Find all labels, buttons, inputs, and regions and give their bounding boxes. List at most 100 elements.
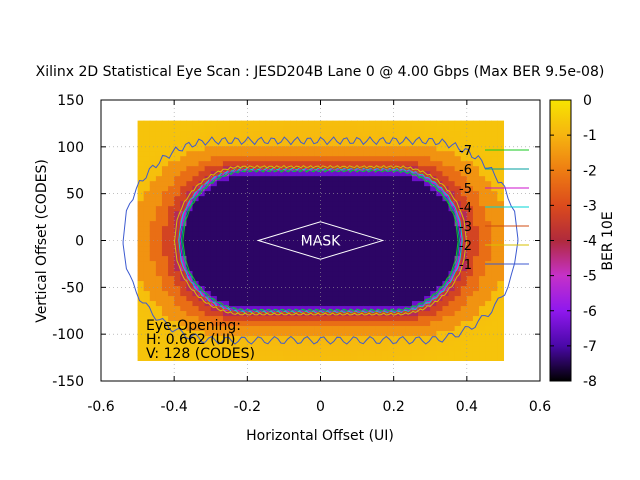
heatmap-cell [168, 295, 175, 302]
heatmap-cell [137, 200, 145, 207]
heatmap-cell [418, 200, 425, 207]
heatmap-cell [216, 280, 224, 287]
heatmap-cell [174, 210, 181, 217]
heatmap-cell [363, 190, 370, 197]
heatmap-cell [442, 125, 450, 132]
heatmap-cell [393, 135, 401, 142]
heatmap-cell [332, 230, 340, 237]
heatmap-cell [149, 275, 157, 282]
heatmap-cell [168, 125, 175, 132]
heatmap-cell [454, 155, 462, 162]
heatmap-cell [149, 240, 157, 247]
heatmap-cell [411, 235, 419, 242]
heatmap-cell [344, 185, 352, 192]
heatmap-cell [247, 125, 255, 132]
heatmap-cell [198, 145, 206, 152]
heatmap-cell [405, 345, 413, 352]
colorbar-tick-label: -3 [583, 198, 597, 214]
heatmap-cell [375, 240, 383, 247]
heatmap-cell [363, 275, 370, 282]
heatmap-cell [387, 140, 395, 147]
heatmap-cell [405, 300, 413, 307]
heatmap-cell [350, 220, 358, 227]
heatmap-cell [253, 180, 261, 187]
heatmap-cell [143, 325, 151, 332]
heatmap-cell [222, 245, 230, 252]
heatmap-cell [222, 235, 230, 242]
heatmap-cell [216, 335, 224, 342]
heatmap-cell [235, 315, 242, 322]
heatmap-cell [472, 350, 480, 356]
heatmap-cell [186, 245, 194, 252]
heatmap-cell [466, 330, 474, 337]
heatmap-cell [497, 135, 505, 142]
heatmap-cell [302, 160, 309, 167]
heatmap-cell [357, 320, 364, 327]
heatmap-cell [472, 195, 480, 202]
heatmap-cell [314, 185, 322, 192]
heatmap-cell [216, 325, 224, 332]
heatmap-cell [399, 225, 407, 232]
heatmap-cell [283, 285, 291, 292]
heatmap-cell [466, 175, 474, 182]
heatmap-cell [283, 275, 291, 282]
heatmap-cell [418, 305, 425, 312]
heatmap-cell [192, 300, 200, 307]
heatmap-cell [363, 255, 370, 262]
heatmap-cell [137, 170, 145, 177]
heatmap-cell [168, 210, 175, 217]
heatmap-cell [338, 335, 346, 342]
heatmap-cell [460, 355, 468, 361]
heatmap-cell [405, 210, 413, 217]
heatmap-cell [350, 285, 358, 292]
heatmap-cell [247, 180, 255, 187]
heatmap-cell [466, 210, 474, 217]
heatmap-cell [180, 155, 187, 162]
heatmap-cell [192, 275, 200, 282]
heatmap-cell [472, 265, 480, 272]
heatmap-cell [448, 180, 456, 187]
heatmap-cell [271, 180, 279, 187]
heatmap-cell [405, 135, 413, 142]
heatmap-cell [497, 300, 505, 307]
heatmap-cell [216, 180, 224, 187]
heatmap-cell [168, 155, 175, 162]
heatmap-cell [155, 345, 163, 352]
heatmap-cell [326, 175, 334, 182]
heatmap-cell [472, 335, 480, 342]
heatmap-cell [381, 160, 389, 167]
heatmap-cell [485, 270, 492, 277]
heatmap-cell [369, 270, 376, 277]
heatmap-cell [253, 350, 261, 356]
heatmap-cell [186, 285, 194, 292]
heatmap-cell [137, 205, 145, 212]
heatmap-cell [350, 135, 358, 142]
heatmap-cell [180, 310, 187, 317]
heatmap-cell [320, 135, 328, 142]
heatmap-cell [302, 330, 309, 337]
heatmap-cell [216, 140, 224, 147]
heatmap-cell [387, 225, 395, 232]
heatmap-cell [375, 195, 383, 202]
heatmap-cell [472, 325, 480, 332]
heatmap-cell [302, 315, 309, 322]
heatmap-cell [320, 350, 328, 356]
heatmap-cell [387, 130, 395, 137]
heatmap-cell [485, 190, 492, 197]
heatmap-cell [405, 160, 413, 167]
heatmap-cell [381, 280, 389, 287]
heatmap-cell [302, 170, 309, 177]
heatmap-cell [314, 340, 322, 347]
heatmap-cell [393, 205, 401, 212]
heatmap-cell [387, 355, 395, 361]
heatmap-cell [143, 280, 151, 287]
heatmap-cell [466, 335, 474, 342]
heatmap-cell [290, 140, 297, 147]
heatmap-cell [442, 295, 450, 302]
heatmap-cell [180, 170, 187, 177]
heatmap-cell [418, 270, 425, 277]
heatmap-cell [454, 270, 462, 277]
heatmap-cell [387, 280, 395, 287]
heatmap-cell [210, 290, 218, 297]
heatmap-cell [472, 145, 480, 152]
